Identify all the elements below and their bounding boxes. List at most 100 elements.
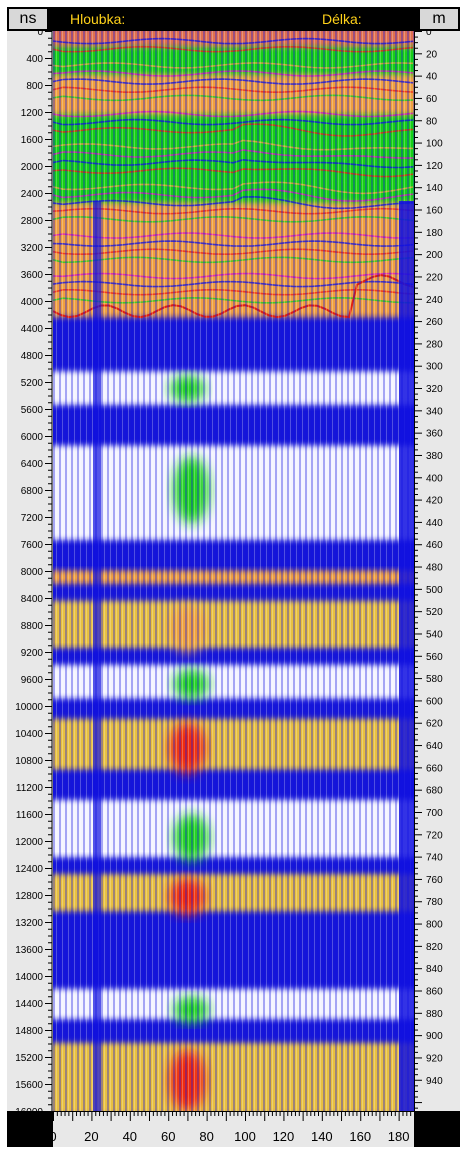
right-tick-label: 180 [426, 228, 443, 239]
right-tick-label: 500 [426, 585, 443, 596]
left-tick-label: 12400 [15, 864, 43, 875]
bottom-axis-svg: 0 20 40 60 80 100 120 140 160 180 [49, 1111, 415, 1144]
right-tick-label: 900 [426, 1031, 443, 1042]
left-tick-label: 7200 [21, 513, 44, 524]
bottom-tick-label: 40 [123, 1129, 137, 1144]
left-tick-label: 6400 [21, 459, 44, 470]
bottom-tick-label: 0 [53, 1129, 57, 1144]
right-tick-label: 320 [426, 384, 443, 395]
right-tick-label: 940 [426, 1076, 443, 1087]
bottom-tick-label: 60 [161, 1129, 175, 1144]
left-tick-label: 13200 [15, 918, 43, 929]
right-tick-label: 300 [426, 362, 443, 373]
left-tick-label: 5200 [21, 378, 44, 389]
left-tick-label: 14000 [15, 972, 43, 983]
right-tick-label: 120 [426, 161, 443, 172]
right-tick-label: 360 [426, 429, 443, 440]
right-axis-svg: 0 20 40 60 80 100 120 140 160 180 200 220 240 260 280 3… [414, 27, 443, 1111]
bottom-tick-label: 160 [349, 1129, 371, 1144]
right-tick-label: 200 [426, 250, 443, 261]
right-tick-label: 420 [426, 496, 443, 507]
right-tick-label: 580 [426, 674, 443, 685]
right-tick-label: 160 [426, 206, 443, 217]
right-tick-label: 240 [426, 295, 443, 306]
right-tick-label: 380 [426, 451, 443, 462]
left-tick-label: 2800 [21, 216, 44, 227]
length-label: Délka: [322, 11, 362, 27]
left-tick-label: 14800 [15, 1026, 43, 1037]
right-tick-label: 600 [426, 696, 443, 707]
bottom-tick-label: 180 [388, 1129, 410, 1144]
left-tick-label: 4800 [21, 351, 44, 362]
header-bar [7, 7, 460, 31]
right-tick-label: 80 [426, 116, 438, 127]
left-tick-label: 400 [26, 54, 43, 65]
right-tick-label: 700 [426, 808, 443, 819]
left-tick-label: 11200 [16, 783, 44, 794]
right-tick-label: 780 [426, 897, 443, 908]
left-tick-label: 12000 [15, 837, 43, 848]
right-depth-axis: 0 20 40 60 80 100 120 140 160 180 200 220 240 260 280 3… [414, 27, 460, 1111]
right-tick-label: 340 [426, 406, 443, 417]
left-tick-label: 8400 [21, 594, 44, 605]
left-tick-label: 1600 [21, 135, 44, 146]
left-tick-label: 800 [26, 81, 43, 92]
right-tick-label: 480 [426, 563, 443, 574]
left-tick-label: 4400 [21, 324, 44, 335]
right-tick-label: 640 [426, 741, 443, 752]
right-tick-label: 260 [426, 317, 443, 328]
right-tick-label: 40 [426, 72, 438, 83]
right-tick-label: 920 [426, 1053, 443, 1064]
right-tick-label: 220 [426, 272, 443, 283]
left-tick-label: 13600 [15, 945, 43, 956]
right-tick-label: 840 [426, 964, 443, 975]
right-tick-label: 540 [426, 629, 443, 640]
left-tick-label: 0 [37, 31, 43, 38]
left-tick-label: 3600 [21, 270, 44, 281]
left-tick-label: 10800 [15, 756, 43, 767]
bottom-tick-label: 140 [311, 1129, 333, 1144]
right-tick-label: 140 [426, 183, 443, 194]
left-tick-label: 9600 [21, 675, 44, 686]
right-tick-label: 400 [426, 473, 443, 484]
left-tick-label: 11600 [16, 810, 44, 821]
left-tick-label: 14400 [15, 999, 43, 1010]
right-tick-label: 440 [426, 518, 443, 529]
left-time-axis: 0 400 800 1200 1600 2000 2400 2800 3200 3600 4000 4… [7, 27, 53, 1118]
right-tick-label: 20 [426, 49, 438, 60]
bottom-tick-label: 100 [234, 1129, 256, 1144]
left-tick-label: 4000 [21, 297, 44, 308]
right-tick-label: 0 [426, 31, 432, 38]
left-tick-label: 12800 [15, 891, 43, 902]
radargram-plot[interactable] [53, 31, 414, 1111]
right-tick-label: 660 [426, 763, 443, 774]
bottom-axis: 0 20 40 60 80 100 120 140 160 180 [49, 1111, 415, 1147]
right-tick-label: 560 [426, 652, 443, 663]
left-tick-label: 3200 [21, 243, 44, 254]
right-unit-label: m [420, 9, 458, 29]
left-unit-label: ns [9, 9, 47, 29]
left-tick-label: 5600 [21, 405, 44, 416]
right-tick-label: 520 [426, 607, 443, 618]
left-tick-label: 2400 [21, 189, 44, 200]
right-tick-label: 620 [426, 719, 443, 730]
left-tick-label: 8800 [21, 621, 44, 632]
right-tick-label: 280 [426, 339, 443, 350]
right-tick-label: 880 [426, 1009, 443, 1020]
right-tick-label: 860 [426, 987, 443, 998]
radargram-svg [53, 31, 414, 1111]
left-tick-label: 9200 [21, 648, 44, 659]
right-tick-label: 100 [426, 139, 443, 150]
bottom-tick-label: 20 [84, 1129, 98, 1144]
trace-streaks [53, 31, 414, 1111]
right-tick-label: 680 [426, 786, 443, 797]
left-tick-label: 8000 [21, 567, 44, 578]
right-tick-label: 740 [426, 853, 443, 864]
left-tick-label: 2000 [21, 162, 44, 173]
right-tick-label: 800 [426, 920, 443, 931]
left-tick-label: 15200 [15, 1053, 43, 1064]
left-tick-label: 1200 [21, 108, 44, 119]
right-tick-label: 720 [426, 830, 443, 841]
bottom-tick-label: 80 [199, 1129, 213, 1144]
left-tick-label: 6000 [21, 432, 44, 443]
